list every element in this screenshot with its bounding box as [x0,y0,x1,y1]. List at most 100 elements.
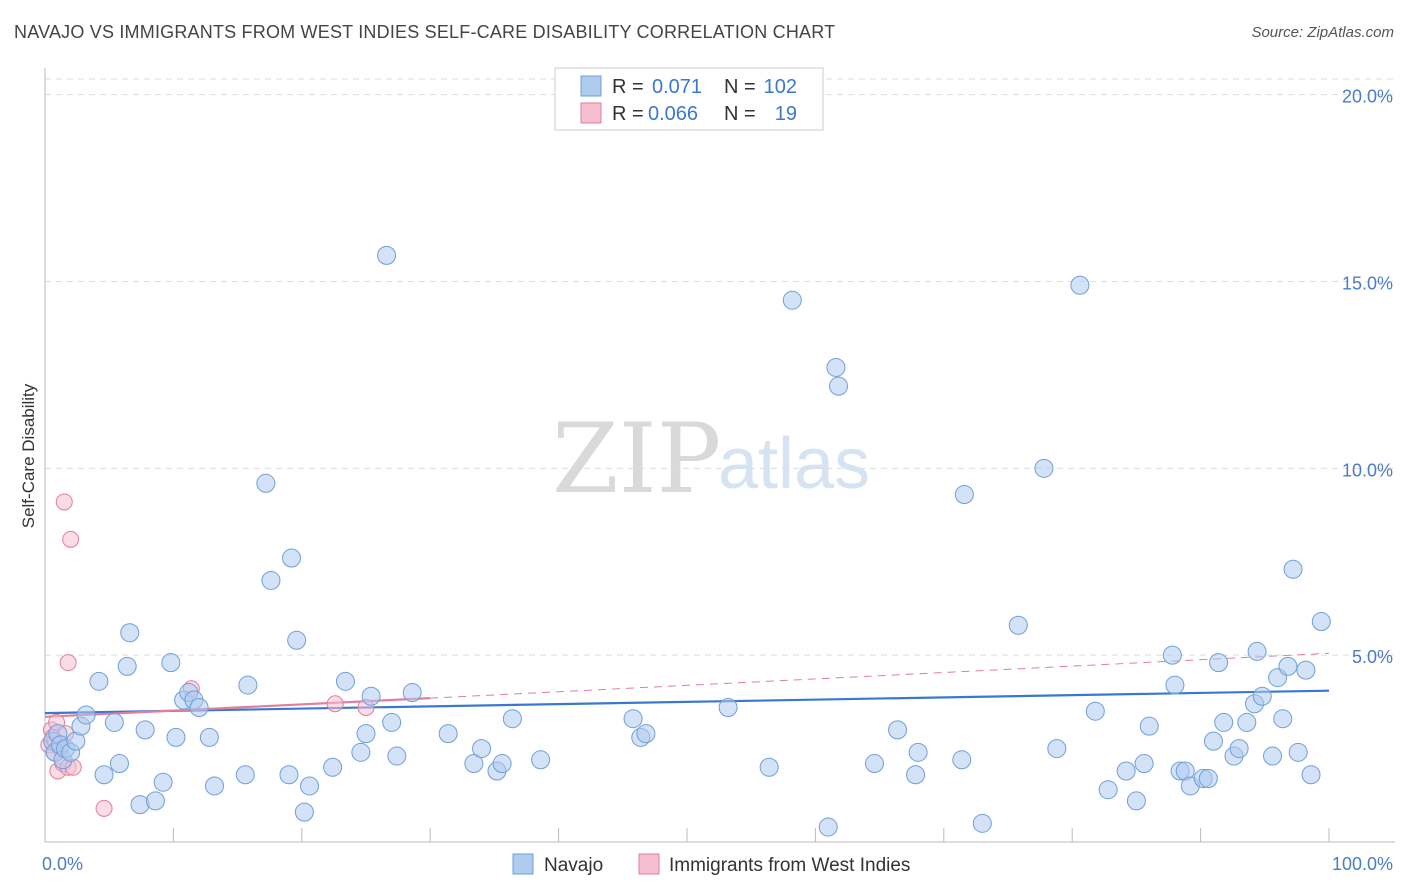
point-navajo-57 [759,757,779,777]
point-navajo-64 [906,765,926,785]
point-navajo-52 [531,750,551,770]
point-navajo-87 [1209,653,1229,673]
legend-n-label-1: N = [724,76,756,98]
point-navajo-19 [153,772,173,792]
point-navajo-71 [1047,739,1067,759]
legend-n-value-1: 102 [764,76,797,98]
point-navajo-15 [120,623,140,643]
point-navajo-32 [282,548,302,568]
point-navajo-55 [636,724,656,744]
point-navajo-90 [1229,739,1249,759]
point-navajo-53 [623,709,643,729]
legend-swatch-west-indies [580,102,602,124]
point-navajo-91 [1237,712,1257,732]
point-navajo-46 [438,724,458,744]
legend-r-value-1: 0.071 [652,76,702,98]
point-navajo-95 [1263,746,1283,766]
point-navajo-45 [402,683,422,703]
legend-r-label-1: R = [612,76,644,98]
legend-n-label-2: N = [724,103,756,125]
point-navajo-75 [1116,761,1136,781]
point-navajo-47 [464,754,484,774]
point-navajo-102 [1301,765,1321,785]
legend-r-value-2: 0.066 [648,103,698,125]
point-navajo-73 [1085,701,1105,721]
point-west-indies-12 [62,530,80,548]
point-navajo-11 [94,765,114,785]
point-navajo-76 [1126,791,1146,811]
watermark-atlas: atlas [718,424,870,504]
point-navajo-88 [1214,712,1234,732]
point-navajo-36 [300,776,320,796]
legend-n-value-2: 19 [775,103,797,125]
point-navajo-33 [279,765,299,785]
point-navajo-29 [238,675,258,695]
bottom-legend-navajo: Navajo [544,855,603,876]
point-navajo-40 [356,724,376,744]
point-navajo-38 [335,671,355,691]
point-navajo-26 [199,727,219,747]
point-navajo-72 [1070,275,1090,295]
point-navajo-51 [502,709,522,729]
point-navajo-60 [826,357,846,377]
point-west-indies-17 [326,695,344,713]
point-navajo-78 [1139,716,1159,736]
point-navajo-27 [204,776,224,796]
point-navajo-67 [954,484,974,504]
point-navajo-70 [1034,458,1054,478]
series-legend: Navajo Immigrants from West Indies [512,853,910,876]
y-tick-label-2: 15.0% [1342,274,1393,294]
x-tick-labels: 0.0% 100.0% [42,854,1393,874]
point-navajo-30 [256,473,276,493]
point-navajo-93 [1247,641,1267,661]
point-navajo-69 [1008,615,1028,635]
point-navajo-74 [1098,780,1118,800]
point-navajo-10 [89,671,109,691]
point-west-indies-13 [59,654,77,672]
point-navajo-59 [818,817,838,837]
point-west-indies-11 [55,493,73,511]
point-navajo-34 [287,630,307,650]
point-navajo-98 [1278,656,1298,676]
point-navajo-41 [361,686,381,706]
legend-swatch-navajo [580,75,602,97]
bottom-legend-west-indies: Immigrants from West Indies [669,855,910,876]
chart-title: NAVAJO VS IMMIGRANTS FROM WEST INDIES SE… [14,22,836,42]
point-navajo-13 [109,754,129,774]
point-navajo-17 [135,720,155,740]
point-navajo-66 [952,750,972,770]
point-navajo-103 [1311,612,1331,632]
gridlines [45,78,1395,656]
point-navajo-35 [294,802,314,822]
bottom-legend-swatch-navajo [512,853,534,875]
point-navajo-18 [145,791,165,811]
point-navajo-63 [888,720,908,740]
point-navajo-56 [718,697,738,717]
trend-line-west-indies-extension [430,652,1330,699]
point-navajo-85 [1198,768,1218,788]
point-navajo-58 [782,290,802,310]
point-navajo-50 [492,754,512,774]
point-navajo-97 [1273,709,1293,729]
point-navajo-9 [76,705,96,725]
chart-source: Source: ZipAtlas.com [1251,24,1394,41]
point-navajo-80 [1165,675,1185,695]
y-axis-label: Self-Care Disability [19,383,38,528]
point-navajo-101 [1296,660,1316,680]
point-navajo-39 [351,742,371,762]
y-tick-labels: 5.0% 10.0% 15.0% 20.0% [1342,87,1393,667]
y-tick-label-3: 20.0% [1342,87,1393,107]
point-navajo-62 [864,754,884,774]
point-navajo-42 [377,245,397,265]
y-tick-label-1: 10.0% [1342,460,1393,480]
point-navajo-31 [261,570,281,590]
point-navajo-61 [829,376,849,396]
point-navajo-65 [908,742,928,762]
point-navajo-28 [235,765,255,785]
point-navajo-14 [117,656,137,676]
point-navajo-94 [1252,686,1272,706]
point-navajo-99 [1283,559,1303,579]
bottom-legend-swatch-west-indies [638,853,660,875]
point-navajo-44 [387,746,407,766]
